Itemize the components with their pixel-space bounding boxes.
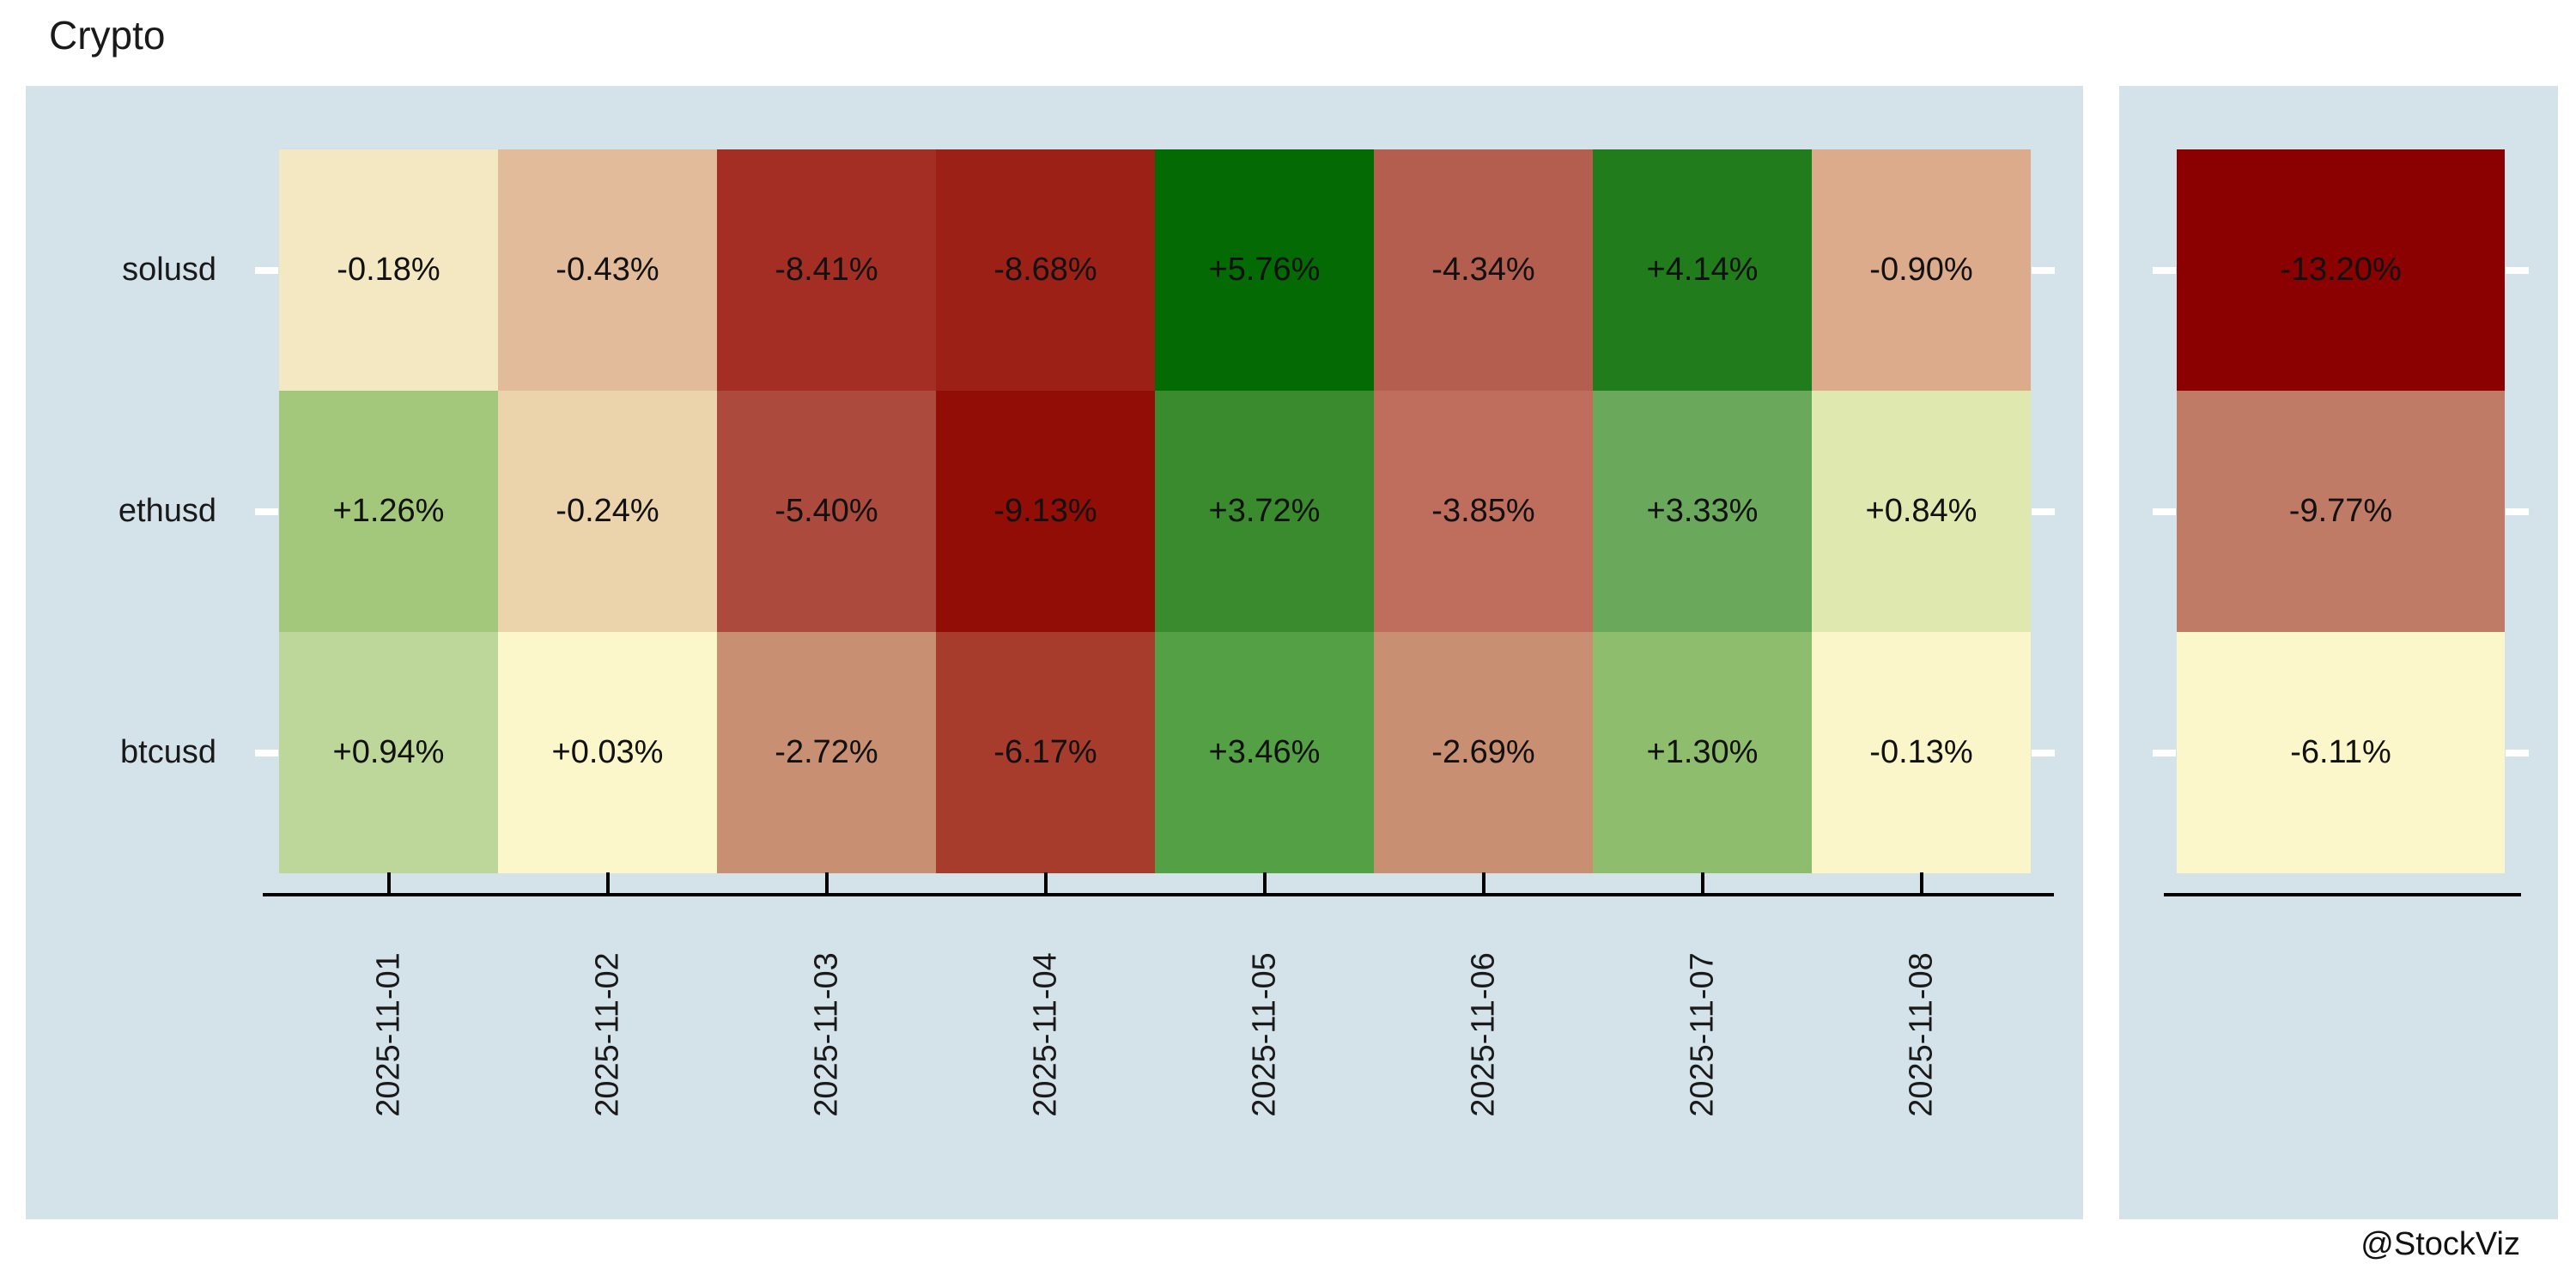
heatmap-cell: +0.03% bbox=[498, 632, 717, 873]
row-tick bbox=[2506, 266, 2529, 274]
watermark: @StockViz bbox=[2360, 1226, 2520, 1262]
row-tick bbox=[2506, 749, 2529, 756]
heatmap-cell: -6.17% bbox=[936, 632, 1155, 873]
x-axis-tick bbox=[386, 872, 391, 893]
heatmap-cell: -8.68% bbox=[936, 149, 1155, 391]
heatmap-cell: -0.43% bbox=[498, 149, 717, 391]
x-axis-tick bbox=[824, 872, 829, 893]
x-axis-tick bbox=[1481, 872, 1485, 893]
heatmap-cell: +0.94% bbox=[279, 632, 498, 873]
x-axis-tick bbox=[1919, 872, 1923, 893]
row-tick bbox=[2153, 507, 2176, 515]
heatmap-cell: -0.90% bbox=[1812, 149, 2031, 391]
heatmap-cell: -5.40% bbox=[717, 391, 936, 632]
heatmap-cell: -2.72% bbox=[717, 632, 936, 873]
heatmap-cell: +3.33% bbox=[1593, 391, 1812, 632]
heatmap-cell: +1.26% bbox=[279, 391, 498, 632]
heatmap-cell: -2.69% bbox=[1374, 632, 1593, 873]
x-tick-label: 2025-11-04 bbox=[1027, 952, 1063, 1117]
x-axis-tick bbox=[1700, 872, 1704, 893]
heatmap-cell: +1.30% bbox=[1593, 632, 1812, 873]
x-tick-label: 2025-11-02 bbox=[589, 952, 625, 1117]
summary-axis-line bbox=[2164, 893, 2521, 896]
row-label-ethusd: ethusd bbox=[118, 493, 216, 529]
heatmap-cell: +0.84% bbox=[1812, 391, 2031, 632]
x-tick-label: 2025-11-08 bbox=[1903, 952, 1939, 1117]
page-title: Crypto bbox=[49, 13, 166, 58]
x-tick-label: 2025-11-01 bbox=[370, 952, 406, 1117]
row-tick bbox=[2032, 507, 2055, 515]
heatmap-cell: +4.14% bbox=[1593, 149, 1812, 391]
heatmap-cell: -4.34% bbox=[1374, 149, 1593, 391]
heatmap-cell: -3.85% bbox=[1374, 391, 1593, 632]
x-axis-tick bbox=[1262, 872, 1267, 893]
heatmap-cell: -0.13% bbox=[1812, 632, 2031, 873]
heatmap-cell: +3.46% bbox=[1155, 632, 1374, 873]
row-label-solusd: solusd bbox=[122, 252, 216, 288]
row-tick bbox=[2153, 749, 2176, 756]
x-tick-label: 2025-11-07 bbox=[1684, 952, 1720, 1117]
row-tick bbox=[255, 266, 278, 274]
row-tick bbox=[2032, 749, 2055, 756]
row-label-btcusd: btcusd bbox=[120, 734, 216, 770]
heatmap-cell: -0.18% bbox=[279, 149, 498, 391]
x-tick-label: 2025-11-03 bbox=[808, 952, 844, 1117]
x-axis-line bbox=[263, 893, 2054, 896]
x-axis-tick bbox=[1043, 872, 1048, 893]
row-tick bbox=[2506, 507, 2529, 515]
heatmap-cell: +5.76% bbox=[1155, 149, 1374, 391]
row-tick bbox=[2032, 266, 2055, 274]
row-tick bbox=[255, 507, 278, 515]
summary-cell: -6.11% bbox=[2177, 632, 2505, 873]
row-tick bbox=[255, 749, 278, 756]
x-axis-tick bbox=[605, 872, 610, 893]
summary-cell: -13.20% bbox=[2177, 149, 2505, 391]
heatmap-cell: +3.72% bbox=[1155, 391, 1374, 632]
row-tick bbox=[2153, 266, 2176, 274]
summary-cell: -9.77% bbox=[2177, 391, 2505, 632]
heatmap-cell: -8.41% bbox=[717, 149, 936, 391]
x-tick-label: 2025-11-05 bbox=[1246, 952, 1282, 1117]
x-tick-label: 2025-11-06 bbox=[1465, 952, 1501, 1117]
heatmap-cell: -0.24% bbox=[498, 391, 717, 632]
heatmap-cell: -9.13% bbox=[936, 391, 1155, 632]
